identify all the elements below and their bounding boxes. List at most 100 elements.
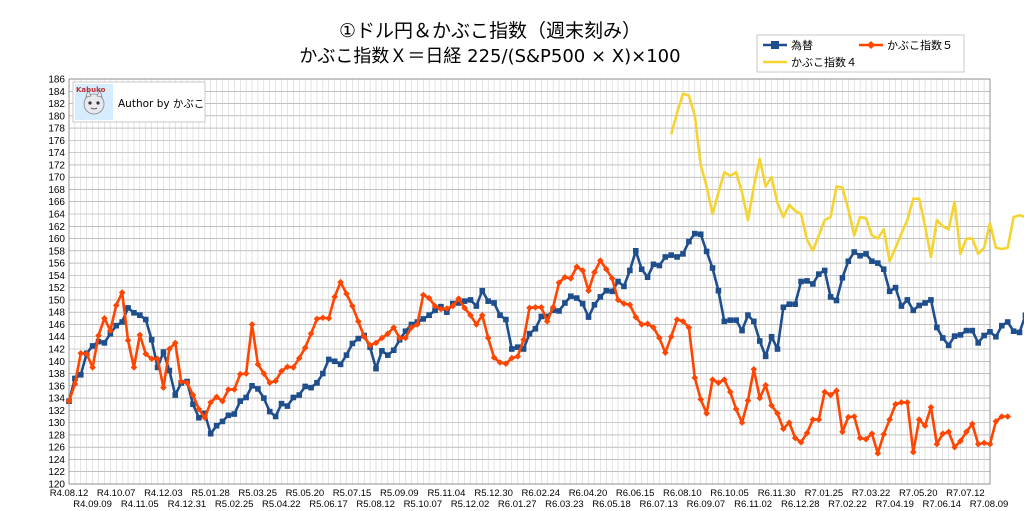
data-point [89, 364, 96, 371]
data-point [1010, 328, 1017, 335]
data-point [804, 278, 810, 284]
data-point [727, 317, 734, 323]
data-point [301, 344, 309, 352]
data-point [243, 394, 249, 401]
data-point [892, 284, 899, 291]
data-point [491, 300, 497, 306]
x-tick-label: R5.11.04 [428, 488, 466, 499]
data-point [762, 381, 769, 389]
data-point [650, 324, 657, 331]
data-point [414, 321, 421, 328]
data-point [644, 274, 651, 281]
data-point [568, 293, 574, 300]
data-point [626, 301, 634, 309]
data-point [142, 316, 149, 323]
data-point [798, 278, 804, 285]
data-point [532, 325, 539, 332]
data-point [927, 403, 935, 411]
data-point [325, 315, 333, 322]
x-tick-label: R7.05.20 [899, 488, 938, 499]
y-tick-label: 172 [48, 160, 65, 171]
data-point [137, 312, 143, 319]
data-point [166, 345, 173, 353]
data-point [432, 307, 438, 314]
data-point [609, 288, 615, 295]
data-point [461, 304, 468, 312]
data-point [602, 265, 610, 273]
data-point [1022, 312, 1024, 319]
x-tick-label: R6.02.24 [522, 488, 561, 499]
data-point [1004, 319, 1011, 325]
data-point [478, 311, 486, 319]
x-tick-label: R5.05.20 [286, 488, 325, 499]
data-point [939, 430, 947, 437]
x-tick-label: R5.03.25 [238, 488, 277, 499]
data-point [201, 410, 208, 417]
data-point [898, 399, 905, 406]
y-tick-label: 134 [48, 394, 65, 405]
data-point [597, 294, 604, 300]
y-tick-label: 184 [48, 87, 65, 98]
data-point [272, 413, 279, 420]
data-point [171, 339, 179, 347]
y-tick-label: 164 [48, 210, 65, 221]
data-point [189, 391, 197, 399]
data-point [999, 322, 1005, 329]
data-point [733, 317, 739, 323]
y-tick-label: 166 [48, 197, 65, 208]
data-point [638, 321, 645, 328]
data-point [172, 392, 179, 398]
data-point [934, 324, 940, 331]
data-point [177, 378, 185, 385]
data-point [620, 300, 628, 307]
data-point [668, 252, 674, 258]
data-point [1004, 413, 1012, 420]
data-point [650, 261, 657, 268]
data-point [266, 379, 274, 387]
data-point [307, 330, 315, 337]
data-point [579, 300, 586, 307]
data-point [904, 399, 911, 406]
data-point [615, 278, 621, 285]
x-tick-label: R7.02.22 [828, 499, 867, 510]
data-point [331, 358, 338, 365]
data-point [437, 305, 445, 313]
data-point [390, 324, 398, 331]
data-point [933, 440, 941, 448]
data-point [426, 312, 432, 319]
data-point [266, 408, 273, 415]
x-tick-label: R5.10.07 [404, 499, 443, 510]
data-point [975, 340, 981, 346]
y-tick-label: 142 [48, 345, 65, 356]
data-point [278, 400, 285, 407]
y-tick-label: 154 [48, 271, 65, 282]
data-point [904, 297, 911, 303]
chart-subtitle: かぶこ指数Ｘ＝日経 225/(S&P500 × X)×100 [299, 46, 680, 67]
series-layer [65, 92, 1024, 457]
data-point [762, 353, 769, 360]
data-point [320, 370, 326, 377]
y-tick-label: 146 [48, 320, 65, 331]
data-point [154, 355, 161, 363]
data-point [260, 370, 268, 377]
data-point [987, 329, 993, 335]
data-point [875, 260, 881, 266]
data-point [349, 302, 356, 310]
data-point [473, 303, 480, 309]
data-point [597, 257, 604, 264]
data-point [732, 405, 740, 413]
data-point [792, 301, 798, 308]
data-point [721, 318, 728, 325]
data-point [543, 318, 551, 325]
y-tick-label: 140 [48, 357, 65, 368]
data-point [461, 298, 468, 304]
data-point [213, 422, 220, 429]
data-point [160, 384, 167, 391]
data-point [561, 273, 569, 281]
data-point [744, 397, 752, 404]
data-point [680, 251, 686, 257]
data-point [886, 288, 893, 295]
data-point [343, 290, 350, 298]
data-point [508, 354, 516, 362]
